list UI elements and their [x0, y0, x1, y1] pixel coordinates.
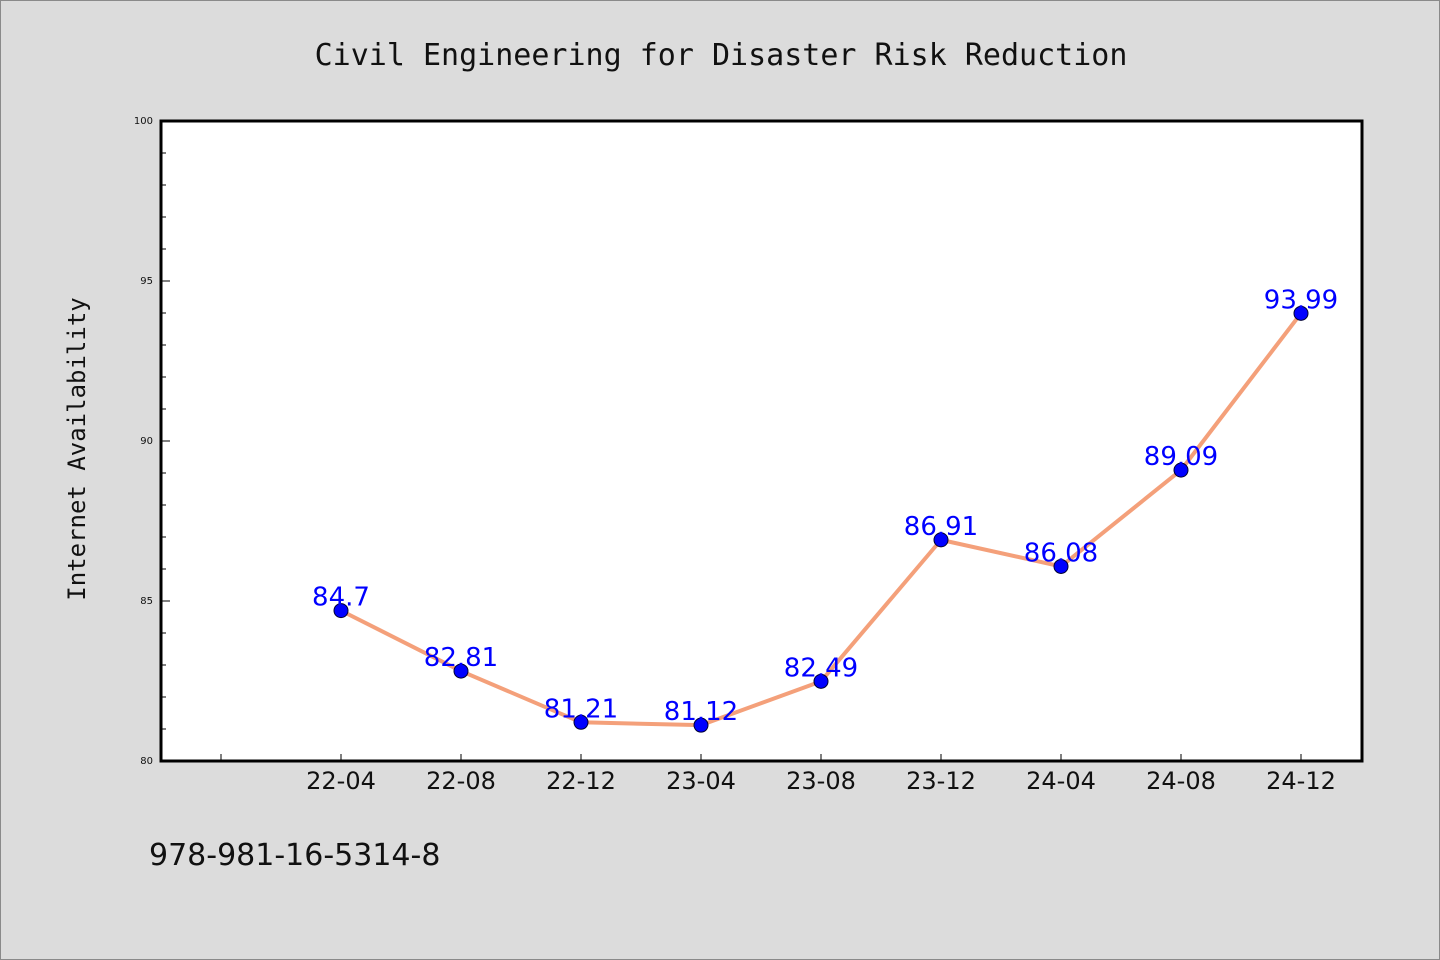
- x-tick-label: 23-12: [906, 767, 976, 795]
- data-point: [573, 714, 589, 730]
- data-point: [933, 532, 949, 548]
- data-point: [1173, 462, 1189, 478]
- y-tick-label: 95: [140, 276, 153, 287]
- x-tick-label: 24-04: [1026, 767, 1096, 795]
- y-tick-label: 80: [140, 756, 153, 767]
- x-tick-label: 24-12: [1266, 767, 1336, 795]
- data-label: 81.21: [544, 694, 618, 724]
- x-tick-label: 23-08: [786, 767, 856, 795]
- x-tick-label: 22-08: [426, 767, 496, 795]
- axes-layer: 80 85 90 95 100 22-04 22-08 22-12 23-04 23-08 23-1…: [134, 116, 1336, 795]
- data-label: 82.81: [424, 643, 498, 673]
- y-tick-label: 100: [134, 116, 153, 127]
- data-point: [813, 673, 829, 689]
- data-label: 84.7: [312, 583, 370, 613]
- y-axis-label: Internet Availability: [63, 297, 91, 600]
- plot-area: [159, 119, 1364, 763]
- isbn-text: 978-981-16-5314-8: [149, 838, 440, 873]
- data-point: [693, 717, 709, 733]
- data-label: 89.09: [1144, 442, 1218, 472]
- x-tick-label: 22-04: [306, 767, 376, 795]
- data-label: 81.12: [664, 697, 738, 727]
- x-tick-label: 22-12: [546, 767, 616, 795]
- data-point: [453, 663, 469, 679]
- chart-title: Civil Engineering for Disaster Risk Redu…: [315, 38, 1128, 73]
- data-label: 86.91: [904, 512, 978, 542]
- data-point: [1053, 558, 1069, 574]
- x-tick-label: 23-04: [666, 767, 736, 795]
- series-layer: [333, 305, 1309, 733]
- x-tick-label: 24-08: [1146, 767, 1216, 795]
- data-point: [1293, 305, 1309, 321]
- data-label: 86.08: [1024, 538, 1098, 568]
- y-tick-label: 85: [140, 596, 153, 607]
- y-tick-label: 90: [140, 436, 153, 447]
- data-label: 93.99: [1264, 285, 1338, 315]
- data-label: 82.49: [784, 653, 858, 683]
- data-point: [333, 603, 349, 619]
- data-labels-layer: 84.7 82.81 81.21 81.12 82.49 86.91 86.08 89.09 9…: [312, 285, 1338, 727]
